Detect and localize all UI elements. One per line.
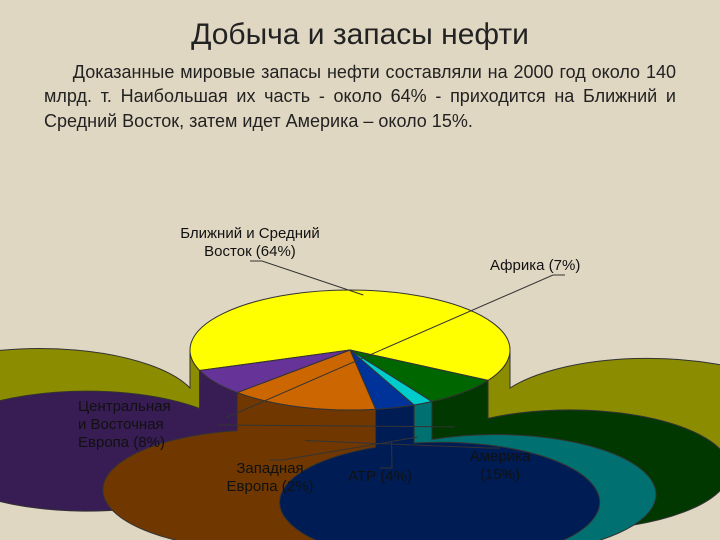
intro-paragraph: Доказанные мировые запасы нефти составля… [0, 60, 720, 133]
pie-label-middle_east: Ближний и СреднийВосток (64%) [140, 225, 360, 261]
page-title: Добыча и запасы нефти [0, 0, 720, 60]
pie-label-africa: Африка (7%) [490, 257, 640, 275]
pie-label-west_eu: ЗападнаяЕвропа (2%) [210, 460, 330, 496]
pie-chart: Ближний и СреднийВосток (64%) Центральная… [0, 200, 720, 540]
pie-label-america: Америка(15%) [440, 448, 560, 484]
pie-svg [0, 200, 720, 540]
pie-label-cee: Центральнаяи ВосточнаяЕвропа (8%) [78, 398, 218, 452]
pie-label-atr: АТР (4%) [330, 468, 430, 486]
